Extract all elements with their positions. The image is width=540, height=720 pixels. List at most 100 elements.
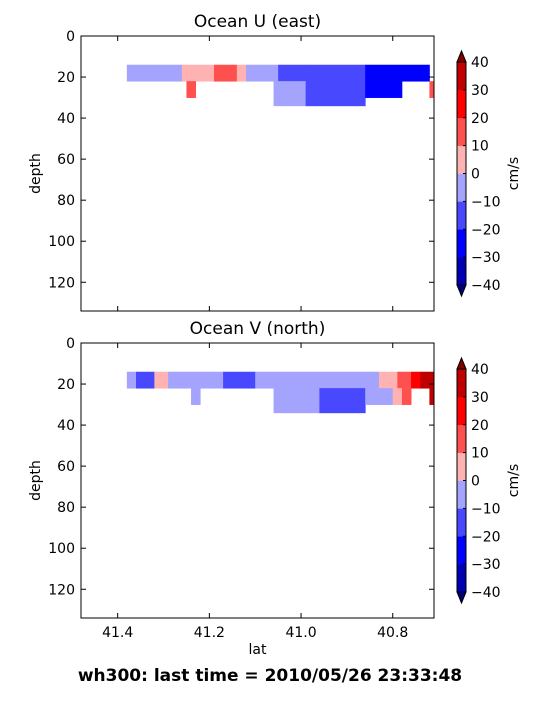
y-tick-label: 60 [57, 152, 75, 168]
colorbar-segment [457, 564, 466, 593]
y-tick-label: 20 [57, 70, 75, 86]
colorbar-segment [457, 452, 466, 481]
colorbar-segment [457, 201, 466, 230]
x-tick-label: 41.2 [194, 625, 225, 641]
y-axis-label: depth [28, 153, 44, 194]
y-tick-label: 20 [57, 377, 75, 393]
colorbar-tick-label: −30 [471, 557, 501, 573]
colorbar-segment [457, 396, 466, 426]
colorbar-segment [457, 62, 466, 91]
y-tick-label: 0 [66, 29, 75, 45]
colorbar-tick-label: 30 [471, 83, 489, 99]
colorbar-tick-label: −20 [471, 222, 501, 238]
contour-cell [401, 388, 412, 405]
chart-title: Ocean V (north) [190, 319, 326, 339]
y-axis-label: depth [28, 460, 44, 501]
y-tick-label: 0 [66, 336, 75, 352]
colorbar-tick-label: 0 [471, 474, 480, 490]
colorbar-segment [457, 508, 466, 537]
colorbar-tick-label: −10 [471, 194, 501, 210]
contour-cell [168, 371, 224, 389]
contour-cell [429, 388, 434, 405]
chart-title: Ocean U (east) [194, 12, 321, 32]
contour-cell [273, 388, 288, 414]
colorbar-tick-label: 40 [471, 362, 489, 378]
contour-cell [365, 388, 394, 405]
colorbar-segment [457, 173, 466, 202]
colorbar-label: cm/s [506, 157, 522, 190]
y-tick-label: 80 [57, 193, 75, 209]
contour-cell [287, 388, 320, 414]
contour-cell [420, 371, 434, 389]
contour-cell [365, 64, 430, 82]
y-tick-label: 40 [57, 111, 75, 127]
contour-cell [264, 371, 380, 389]
contour-cell [186, 81, 197, 98]
contour-cell [305, 64, 366, 82]
contour-cell [365, 81, 403, 98]
colorbar-segment [457, 117, 466, 146]
colorbar-label: cm/s [506, 464, 522, 497]
y-tick-label: 100 [48, 541, 75, 557]
colorbar-tick-label: −30 [471, 250, 501, 266]
contour-cell [154, 371, 169, 389]
plot-frame [80, 342, 435, 619]
colorbar-tick-label: 40 [471, 55, 489, 71]
y-tick-label: 120 [48, 275, 75, 291]
contour-cell [305, 81, 366, 107]
colorbar-extend-min [456, 591, 467, 605]
y-tick-label: 60 [57, 459, 75, 475]
contour-cell [223, 371, 256, 389]
x-tick-label: 41.0 [285, 625, 316, 641]
contour-cell [273, 81, 307, 107]
contour-cell [397, 371, 412, 389]
contour-cell [126, 64, 183, 82]
contour-cell [378, 371, 398, 389]
contour-cell [278, 64, 307, 82]
colorbar-extend-max [456, 49, 467, 63]
colorbar-extend-max [456, 356, 467, 370]
colorbar-segment [457, 257, 466, 286]
colorbar-segment [457, 369, 466, 398]
x-tick-label: 40.8 [377, 625, 408, 641]
contour-cell [246, 64, 279, 82]
colorbar-tick-label: −10 [471, 501, 501, 517]
y-tick-label: 40 [57, 418, 75, 434]
colorbar-tick-label: 20 [471, 111, 489, 127]
colorbar-segment [457, 424, 466, 453]
contour-cell [181, 64, 215, 82]
contour-cell [213, 64, 238, 82]
colorbar-tick-label: 10 [471, 139, 489, 155]
contour-fill-group [126, 371, 434, 414]
colorbar-tick-label: −20 [471, 529, 501, 545]
colorbar-tick-label: 10 [471, 446, 489, 462]
contour-cell [191, 388, 201, 405]
contour-cell [319, 388, 366, 414]
plot-frame [80, 35, 435, 312]
colorbar-segment [457, 536, 466, 565]
contour-fill-group [126, 64, 434, 107]
colorbar-tick-label: 0 [471, 167, 480, 183]
contour-cell [255, 371, 265, 389]
contour-cell [236, 64, 247, 82]
y-tick-label: 80 [57, 500, 75, 516]
y-tick-label: 100 [48, 234, 75, 250]
contour-cell [411, 371, 421, 389]
x-tick-label: 41.4 [102, 625, 133, 641]
colorbar-tick-label: −40 [471, 585, 501, 601]
contour-cell [126, 371, 137, 389]
contour-cell [392, 388, 403, 405]
contour-cell [429, 81, 434, 98]
colorbar-tick-label: −40 [471, 278, 501, 294]
colorbar-segment [457, 89, 466, 119]
colorbar-segment [457, 145, 466, 174]
colorbar-segment [457, 229, 466, 258]
figure-title: wh300: last time = 2010/05/26 23:33:48 [77, 666, 463, 686]
y-tick-label: 120 [48, 582, 75, 598]
colorbar-segment [457, 480, 466, 509]
x-axis-label: lat [249, 642, 267, 658]
contour-cell [136, 371, 155, 389]
colorbar-tick-label: 30 [471, 390, 489, 406]
colorbar-tick-label: 20 [471, 418, 489, 434]
